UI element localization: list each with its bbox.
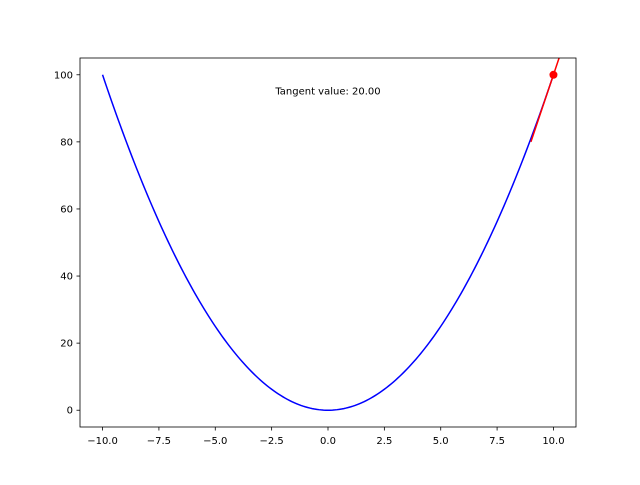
x-tick-label: 0.0	[320, 436, 336, 447]
y-tick-label: 0	[67, 406, 73, 417]
x-tick-label: 5.0	[433, 436, 449, 447]
x-tick-label: 2.5	[376, 436, 392, 447]
x-tick-label: 7.5	[489, 436, 505, 447]
x-tick-label: −2.5	[259, 436, 283, 447]
annotation-text: Tangent value: 20.00	[274, 87, 380, 98]
y-tick-label: 40	[60, 272, 73, 283]
x-tick-label: −5.0	[203, 436, 227, 447]
tangent-point	[549, 70, 558, 79]
plot-background	[80, 58, 576, 427]
y-tick-label: 60	[60, 204, 73, 215]
y-tick-label: 80	[60, 137, 73, 148]
parabola-line	[101, 74, 555, 411]
y-tick-label: 20	[60, 339, 73, 350]
y-tick-label: 100	[54, 70, 73, 81]
x-tick-label: −7.5	[147, 436, 171, 447]
x-tick-label: 10.0	[542, 436, 564, 447]
x-tick-label: −10.0	[87, 436, 118, 447]
